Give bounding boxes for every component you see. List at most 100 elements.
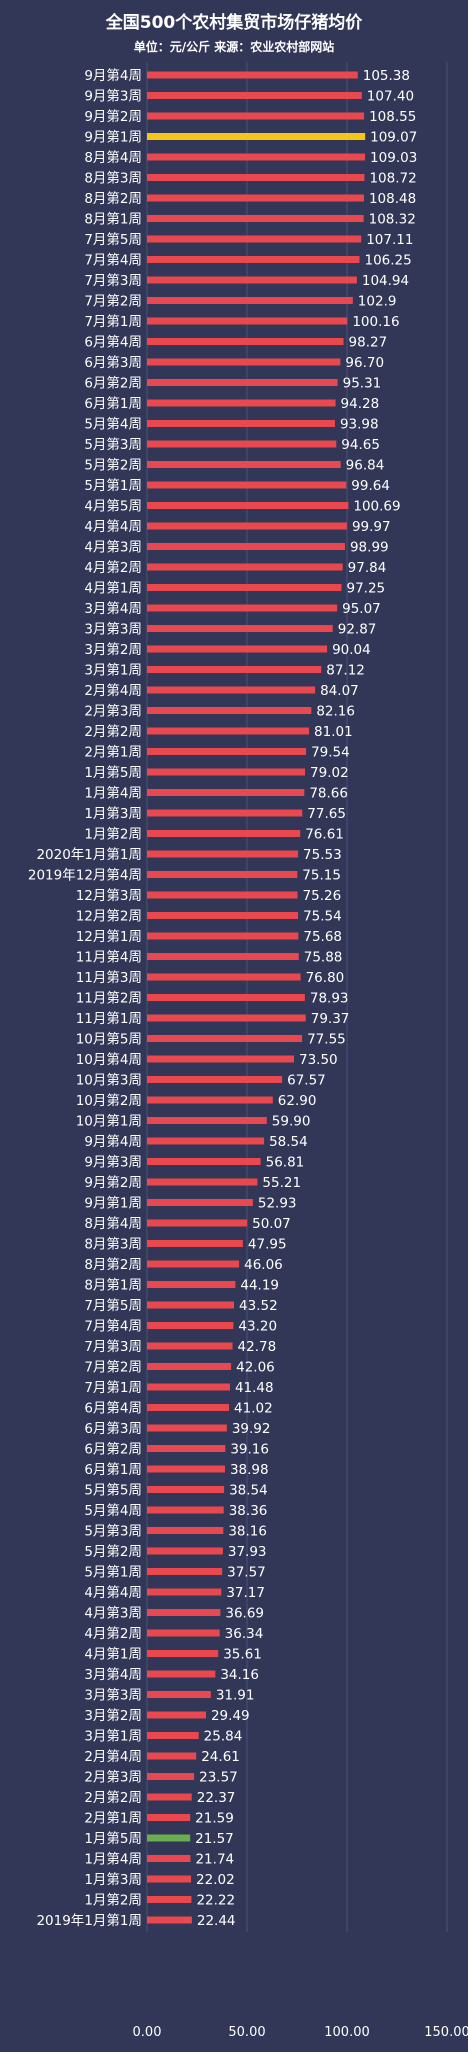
bar <box>147 1158 261 1165</box>
value-label: 22.02 <box>196 1872 235 1888</box>
category-label: 7月第1周 <box>84 1379 142 1396</box>
x-tick-label: 150.00 <box>424 2025 468 2040</box>
bar <box>147 1363 232 1370</box>
value-label: 47.95 <box>248 1237 287 1253</box>
bar <box>147 1035 303 1042</box>
category-label: 3月第4周 <box>84 600 142 617</box>
bar <box>147 1322 234 1329</box>
bar <box>147 92 362 99</box>
bar <box>147 1629 220 1637</box>
value-label: 81.01 <box>314 724 353 740</box>
category-label: 3月第3周 <box>84 1687 142 1704</box>
bar <box>147 420 335 427</box>
category-label: 5月第2周 <box>84 457 142 474</box>
value-label: 96.84 <box>346 458 385 474</box>
bar <box>147 1752 197 1760</box>
value-label: 75.54 <box>303 909 342 925</box>
value-label: 79.02 <box>310 765 349 781</box>
bar <box>147 1650 219 1657</box>
category-label: 8月第4周 <box>84 149 142 166</box>
category-label: 2月第1周 <box>84 1810 142 1827</box>
category-label: 12月第3周 <box>76 887 142 904</box>
x-tick-label: 0.00 <box>133 2025 162 2040</box>
category-label: 5月第5周 <box>84 1482 142 1499</box>
value-label: 87.12 <box>326 663 365 679</box>
category-label: 2月第3周 <box>84 1769 142 1786</box>
category-label: 3月第1周 <box>84 662 142 679</box>
bar <box>147 71 358 79</box>
bar <box>147 563 343 571</box>
bar <box>147 748 307 755</box>
bar <box>147 1527 224 1534</box>
bar <box>147 1076 283 1083</box>
bar <box>147 440 337 448</box>
value-label: 84.07 <box>320 683 359 699</box>
bar <box>147 1486 225 1493</box>
bar <box>147 912 299 919</box>
value-label: 59.90 <box>272 1114 311 1130</box>
category-label: 9月第2周 <box>84 1174 142 1191</box>
bar <box>147 358 341 366</box>
category-label: 3月第2周 <box>84 641 142 658</box>
value-label: 62.90 <box>278 1093 317 1109</box>
value-label: 92.87 <box>338 622 377 638</box>
bar <box>147 1383 230 1391</box>
bar <box>147 768 306 776</box>
category-label: 6月第1周 <box>84 1461 142 1478</box>
category-label: 9月第2周 <box>84 108 142 125</box>
category-label: 7月第5周 <box>84 231 142 248</box>
value-label: 109.03 <box>370 150 417 166</box>
value-label: 76.80 <box>306 970 345 986</box>
value-label: 37.17 <box>226 1585 265 1601</box>
value-label: 97.25 <box>347 581 386 597</box>
category-label: 4月第4周 <box>84 518 142 535</box>
value-label: 108.48 <box>369 191 416 207</box>
bar <box>147 1096 273 1104</box>
category-label: 8月第3周 <box>84 170 142 187</box>
value-label: 75.68 <box>303 929 342 945</box>
category-label: 1月第5周 <box>84 1830 142 1847</box>
value-label: 39.16 <box>230 1442 269 1458</box>
value-label: 42.78 <box>238 1339 277 1355</box>
category-label: 11月第4周 <box>76 949 142 966</box>
category-label: 2月第3周 <box>84 703 142 720</box>
category-label: 1月第5周 <box>84 764 142 781</box>
bar <box>147 1691 211 1698</box>
value-label: 50.07 <box>252 1216 291 1232</box>
category-label: 2月第4周 <box>84 682 142 699</box>
category-label: 6月第4周 <box>84 334 142 351</box>
category-label: 3月第3周 <box>84 621 142 638</box>
bar <box>147 1568 223 1575</box>
bar <box>147 871 298 878</box>
category-label: 4月第3周 <box>84 539 142 556</box>
bar <box>147 809 303 817</box>
category-label: 6月第4周 <box>84 1400 142 1417</box>
value-label: 76.61 <box>305 827 344 843</box>
bar <box>147 1834 191 1842</box>
value-label: 78.66 <box>309 786 348 802</box>
value-label: 99.64 <box>351 478 390 494</box>
value-label: 42.06 <box>236 1360 275 1376</box>
bar <box>147 174 365 181</box>
value-label: 43.52 <box>239 1298 278 1314</box>
value-label: 107.40 <box>367 89 414 105</box>
value-label: 77.65 <box>307 806 346 822</box>
category-label: 11月第3周 <box>76 969 142 986</box>
value-label: 94.28 <box>341 396 380 412</box>
category-label: 4月第1周 <box>84 1646 142 1663</box>
category-label: 10月第4周 <box>76 1051 142 1068</box>
value-label: 38.36 <box>229 1503 268 1519</box>
bar <box>147 891 298 899</box>
bar <box>147 1281 236 1288</box>
value-label: 29.49 <box>211 1708 250 1724</box>
value-label: 73.50 <box>299 1052 338 1068</box>
category-label: 5月第3周 <box>84 1523 142 1540</box>
bar <box>147 1732 199 1739</box>
category-label: 8月第2周 <box>84 1256 142 1273</box>
category-label: 2019年12月第4周 <box>28 867 142 884</box>
value-label: 96.70 <box>345 355 384 371</box>
value-label: 77.55 <box>307 1032 346 1048</box>
bar <box>147 297 353 304</box>
x-tick-label: 50.00 <box>228 2025 265 2040</box>
category-label: 5月第2周 <box>84 1543 142 1560</box>
